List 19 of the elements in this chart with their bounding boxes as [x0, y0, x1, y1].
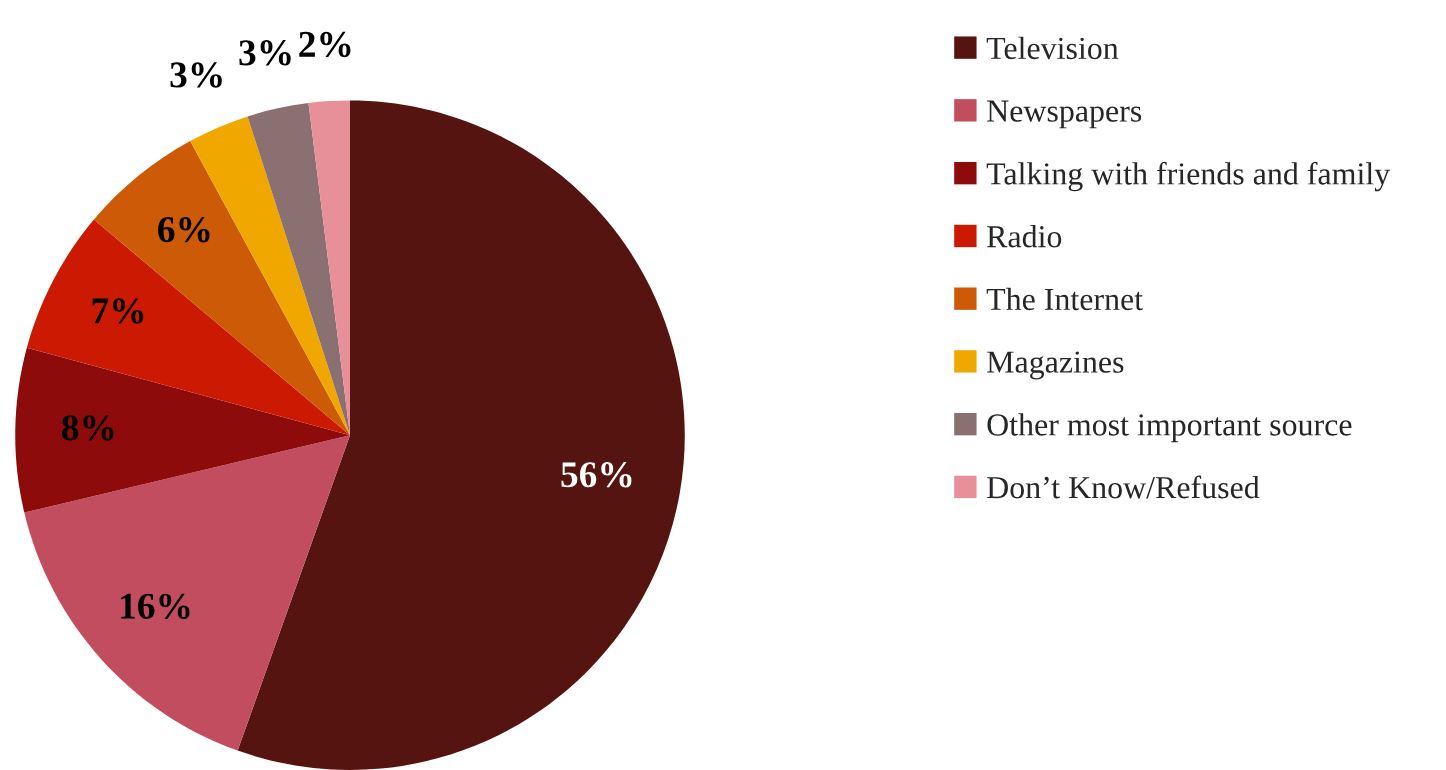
legend-label: Television	[986, 36, 1119, 60]
legend-label: Radio	[987, 224, 1062, 248]
data-label: 7%	[92, 298, 144, 324]
legend-label: Newspapers	[987, 100, 1142, 129]
data-label: 8%	[62, 415, 114, 441]
pie-slice	[15, 347, 351, 513]
data-label: 2%	[299, 31, 351, 58]
pie-slice	[247, 103, 351, 436]
legend-label: Don’t Know/Refused	[987, 475, 1260, 499]
data-label: 16%	[121, 593, 190, 620]
data-label: 3%	[170, 62, 222, 88]
data-label: 3%	[239, 40, 291, 66]
legend-label: Magazines	[987, 351, 1124, 380]
data-label: 56%	[561, 462, 632, 488]
data-label: 6%	[158, 216, 210, 243]
legend-label: Talking with friends and family	[986, 161, 1391, 192]
pie-slice	[237, 100, 685, 770]
legend-label: Other most important source	[987, 413, 1352, 443]
legend-label: The Internet	[986, 287, 1143, 311]
